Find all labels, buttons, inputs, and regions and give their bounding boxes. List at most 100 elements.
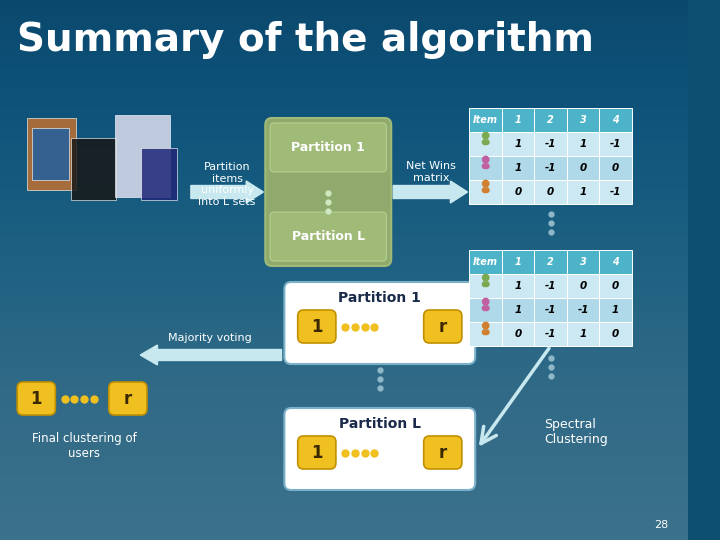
Text: Partition
items
uniformly
into L sets: Partition items uniformly into L sets bbox=[199, 162, 256, 207]
Bar bbox=[567, 250, 599, 274]
Text: 0: 0 bbox=[515, 187, 522, 197]
FancyBboxPatch shape bbox=[270, 123, 387, 172]
Bar bbox=[502, 274, 534, 298]
Text: 0: 0 bbox=[580, 163, 587, 173]
Circle shape bbox=[482, 298, 489, 305]
Circle shape bbox=[482, 180, 489, 187]
FancyBboxPatch shape bbox=[265, 118, 391, 266]
Bar bbox=[469, 180, 502, 204]
Text: 0: 0 bbox=[612, 281, 619, 291]
Text: r: r bbox=[438, 318, 447, 335]
Text: Partition 1: Partition 1 bbox=[338, 291, 421, 305]
Bar bbox=[599, 108, 631, 132]
Bar bbox=[534, 180, 567, 204]
Text: -1: -1 bbox=[545, 139, 557, 149]
Text: 4: 4 bbox=[612, 257, 619, 267]
Text: Net Wins
matrix: Net Wins matrix bbox=[406, 161, 456, 183]
Bar bbox=[567, 180, 599, 204]
Bar bbox=[567, 108, 599, 132]
Text: 1: 1 bbox=[580, 329, 587, 339]
Text: 1: 1 bbox=[580, 139, 587, 149]
Text: 1: 1 bbox=[515, 163, 522, 173]
Text: Summary of the algorithm: Summary of the algorithm bbox=[17, 21, 594, 59]
Text: -1: -1 bbox=[545, 329, 557, 339]
FancyBboxPatch shape bbox=[284, 408, 475, 490]
FancyBboxPatch shape bbox=[482, 281, 490, 287]
Text: -1: -1 bbox=[545, 163, 557, 173]
Bar bbox=[534, 274, 567, 298]
Text: 4: 4 bbox=[612, 115, 619, 125]
Bar bbox=[469, 274, 502, 298]
Bar bbox=[114, 115, 170, 197]
Bar bbox=[502, 298, 534, 322]
Text: -1: -1 bbox=[545, 281, 557, 291]
Bar bbox=[599, 274, 631, 298]
Text: 0: 0 bbox=[547, 187, 554, 197]
Text: 0: 0 bbox=[580, 281, 587, 291]
Bar bbox=[567, 156, 599, 180]
Bar bbox=[599, 156, 631, 180]
Text: -1: -1 bbox=[577, 305, 589, 315]
Bar bbox=[534, 156, 567, 180]
Text: 1: 1 bbox=[580, 187, 587, 197]
FancyBboxPatch shape bbox=[482, 139, 490, 145]
Text: r: r bbox=[438, 443, 447, 462]
Bar bbox=[27, 118, 76, 190]
Text: 1: 1 bbox=[515, 115, 521, 125]
FancyBboxPatch shape bbox=[482, 187, 490, 193]
Bar bbox=[32, 128, 68, 180]
Bar bbox=[599, 322, 631, 346]
Bar bbox=[567, 322, 599, 346]
Text: 1: 1 bbox=[515, 305, 522, 315]
Text: Item: Item bbox=[473, 115, 498, 125]
Text: 3: 3 bbox=[580, 257, 586, 267]
FancyBboxPatch shape bbox=[109, 382, 147, 415]
Bar bbox=[567, 132, 599, 156]
Text: 0: 0 bbox=[612, 329, 619, 339]
Text: 1: 1 bbox=[30, 389, 42, 408]
Bar bbox=[469, 132, 502, 156]
Bar bbox=[502, 108, 534, 132]
Text: 1: 1 bbox=[612, 305, 619, 315]
Text: Partition L: Partition L bbox=[339, 417, 420, 431]
Text: r: r bbox=[124, 389, 132, 408]
Text: 1: 1 bbox=[515, 257, 521, 267]
Bar bbox=[567, 274, 599, 298]
Bar bbox=[534, 108, 567, 132]
Bar bbox=[534, 298, 567, 322]
Circle shape bbox=[482, 322, 489, 329]
FancyBboxPatch shape bbox=[298, 310, 336, 343]
FancyArrow shape bbox=[393, 181, 467, 203]
Bar bbox=[469, 322, 502, 346]
Text: 0: 0 bbox=[612, 163, 619, 173]
Text: 2: 2 bbox=[547, 115, 554, 125]
Bar bbox=[599, 298, 631, 322]
Circle shape bbox=[482, 274, 489, 281]
Bar bbox=[502, 132, 534, 156]
Bar bbox=[567, 298, 599, 322]
Circle shape bbox=[482, 156, 489, 163]
Text: 1: 1 bbox=[515, 139, 522, 149]
Text: -1: -1 bbox=[610, 187, 621, 197]
Text: 28: 28 bbox=[654, 520, 668, 530]
FancyBboxPatch shape bbox=[423, 436, 462, 469]
Circle shape bbox=[482, 132, 489, 139]
Text: Spectral
Clustering: Spectral Clustering bbox=[544, 418, 608, 446]
Text: -1: -1 bbox=[545, 305, 557, 315]
FancyBboxPatch shape bbox=[423, 310, 462, 343]
Text: 1: 1 bbox=[311, 443, 323, 462]
Text: Partition 1: Partition 1 bbox=[292, 141, 365, 154]
Text: 1: 1 bbox=[311, 318, 323, 335]
Bar bbox=[534, 132, 567, 156]
Bar bbox=[534, 250, 567, 274]
Text: Partition L: Partition L bbox=[292, 230, 365, 243]
FancyArrow shape bbox=[140, 345, 282, 365]
Text: 1: 1 bbox=[515, 281, 522, 291]
Text: 3: 3 bbox=[580, 115, 586, 125]
Text: Item: Item bbox=[473, 257, 498, 267]
Bar bbox=[469, 108, 502, 132]
Bar bbox=[469, 156, 502, 180]
FancyBboxPatch shape bbox=[482, 329, 490, 335]
FancyBboxPatch shape bbox=[284, 282, 475, 364]
Bar bbox=[71, 138, 117, 200]
